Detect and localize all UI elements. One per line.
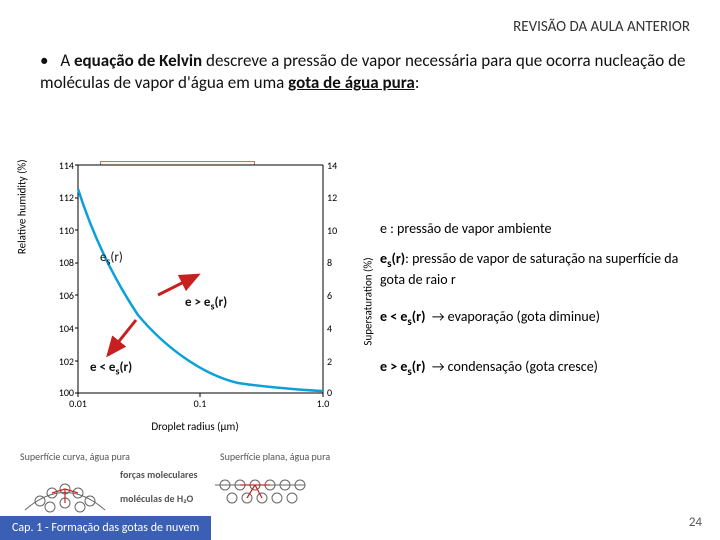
kelvin-chart: es(r) = es∞ exp( 2σRvTρLr ) 100 102 104 …: [30, 155, 360, 435]
rh-line2: es(r): pressão de vapor de saturação na …: [380, 250, 700, 288]
xlabel: Droplet radius (μm): [30, 420, 360, 433]
rh-line4: e > es(r) → condensação (gota cresce): [380, 358, 700, 379]
bullet-bold: equação de Kelvin: [74, 50, 202, 71]
surf-mid1: forças moleculares: [120, 468, 198, 481]
svg-text:104: 104: [59, 322, 74, 335]
ylabel-left: Relative humidity (%): [16, 159, 29, 254]
anno-esr: es(r): [100, 250, 123, 268]
svg-text:6: 6: [327, 289, 332, 302]
svg-text:14: 14: [327, 159, 337, 172]
surf-left: Superfície curva, água pura: [20, 450, 130, 463]
svg-text:106: 106: [59, 289, 74, 302]
svg-text:108: 108: [59, 256, 74, 269]
bullet-underline: gota de água pura: [288, 72, 415, 93]
header-title: REVISÃO DA AULA ANTERIOR: [513, 18, 690, 36]
svg-text:112: 112: [59, 191, 74, 204]
svg-text:1.0: 1.0: [317, 397, 330, 410]
svg-text:102: 102: [59, 355, 74, 368]
anno-elt: e < es(r): [90, 360, 132, 378]
surf-right: Superfície plana, água pura: [220, 450, 330, 463]
rh-line1: e : pressão de vapor ambiente: [380, 220, 700, 238]
svg-text:0.1: 0.1: [194, 397, 207, 410]
svg-text:8: 8: [327, 256, 332, 269]
svg-text:0.01: 0.01: [69, 397, 87, 410]
bullet-paragraph: • A equação de Kelvin descreve a pressão…: [40, 50, 690, 94]
anno-egt: e > es(r): [185, 295, 227, 313]
footer-page: 24: [689, 515, 702, 530]
surf-mid2: moléculas de H₂O: [120, 492, 193, 505]
svg-text:10: 10: [327, 224, 337, 237]
svg-text:114: 114: [59, 159, 74, 172]
footer-chapter: Cap. 1 - Formação das gotas de nuvem: [0, 516, 211, 540]
bullet-dot: •: [40, 50, 48, 71]
rh-line3: e < es(r) → evaporação (gota diminue): [380, 308, 700, 329]
svg-text:110: 110: [59, 224, 74, 237]
svg-text:12: 12: [327, 191, 337, 204]
svg-text:2: 2: [327, 355, 332, 368]
molecules-curved: [20, 465, 110, 515]
svg-text:4: 4: [327, 322, 332, 335]
bullet-colon: :: [415, 72, 420, 93]
ylabel-right: Supersaturation (%): [362, 257, 375, 345]
molecules-flat: [210, 465, 310, 515]
bullet-pre: A: [60, 50, 74, 71]
